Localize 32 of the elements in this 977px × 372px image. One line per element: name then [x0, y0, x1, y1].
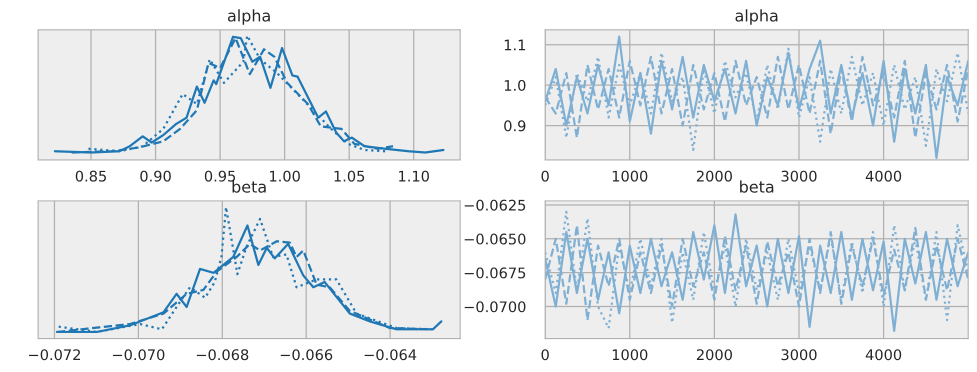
x-tick-label: 1000 [612, 349, 648, 360]
x-tick-label: 4000 [866, 349, 902, 360]
chart-title: alpha [228, 9, 270, 25]
x-tick-label: 1.00 [270, 170, 300, 182]
y-tick-label: 0.9 [504, 120, 526, 132]
x-tick-label: 0.85 [76, 170, 106, 182]
x-tick-label: −0.068 [196, 349, 248, 360]
x-tick-label: 0 [541, 170, 549, 182]
x-tick-label: 3000 [782, 349, 817, 360]
x-tick-label: −0.064 [364, 349, 416, 360]
x-tick-label: −0.072 [29, 349, 80, 360]
x-tick-label: 2000 [696, 349, 732, 360]
y-tick-label: −0.0700 [464, 301, 526, 312]
x-tick-label: 1.10 [399, 170, 429, 182]
y-tick-label: −0.0625 [464, 200, 526, 211]
x-tick-label: 3000 [782, 170, 817, 182]
chart-title: beta [232, 180, 266, 193]
y-tick-label: 1.1 [504, 40, 526, 50]
x-tick-label: 0.90 [140, 170, 171, 182]
chart-title: beta [740, 180, 774, 193]
y-tick-label: −0.0650 [464, 234, 526, 245]
x-tick-label: 0.95 [204, 170, 236, 182]
x-tick-label: 2000 [696, 170, 732, 182]
y-tick-label: −0.0675 [464, 267, 526, 278]
x-tick-label: 1000 [612, 170, 648, 182]
x-tick-label: −0.070 [112, 349, 164, 360]
x-tick-label: 4000 [866, 170, 902, 182]
chart-title: alpha [736, 9, 778, 25]
x-tick-label: −0.066 [280, 349, 332, 360]
x-tick-label: 1.05 [334, 170, 364, 182]
y-tick-label: 1.0 [504, 80, 526, 91]
x-tick-label: 0 [541, 349, 549, 360]
